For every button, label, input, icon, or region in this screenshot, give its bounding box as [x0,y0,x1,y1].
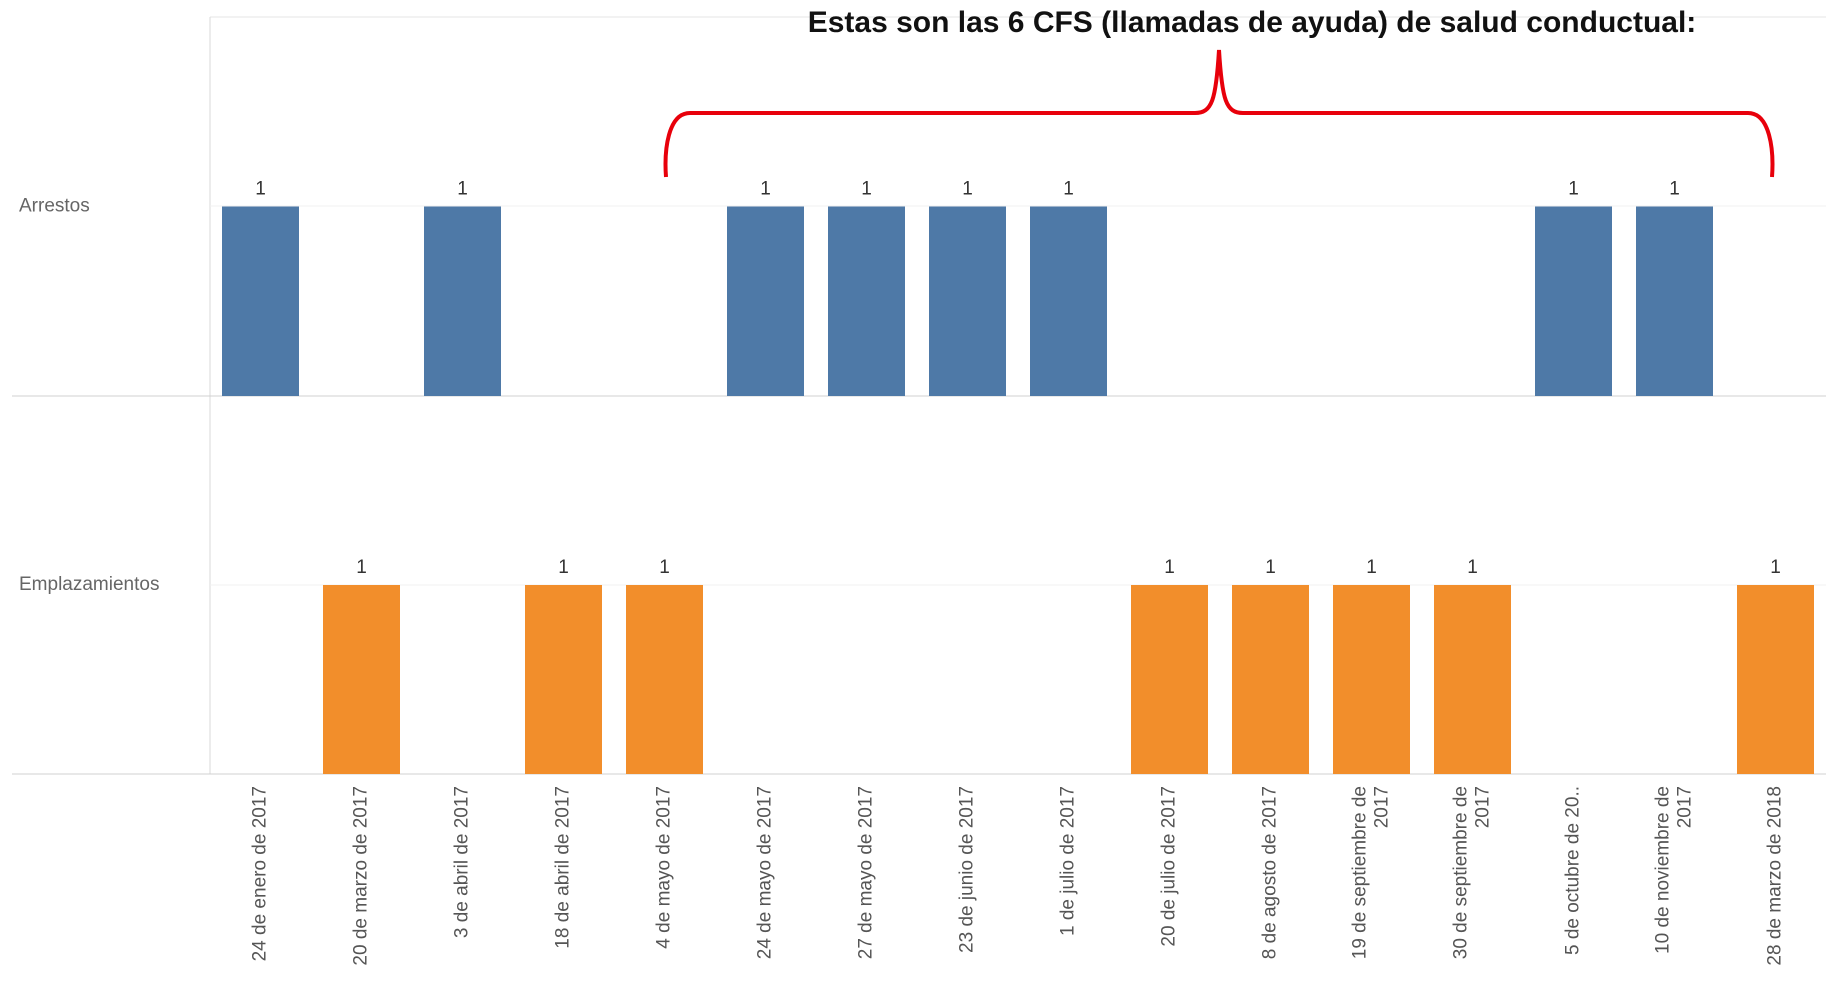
x-tick-label: 30 de septiembre de2017 [1451,786,1494,959]
bar [626,585,703,774]
x-tick-label: 20 de marzo de 2017 [351,786,372,966]
x-tick-label: 3 de abril de 2017 [452,786,473,938]
x-tick-label: 23 de junio de 2017 [957,786,978,953]
bar [1333,585,1410,774]
row-label: Arrestos [19,196,90,217]
data-label: 1 [760,179,771,200]
data-label: 1 [1669,179,1680,200]
bar [1232,585,1309,774]
data-label: 1 [1164,557,1175,578]
x-tick-label: 1 de julio de 2017 [1058,786,1079,936]
x-tick-label: 8 de agosto de 2017 [1260,786,1281,959]
data-label: 1 [1467,557,1478,578]
data-label: 1 [962,179,973,200]
bar [828,206,905,396]
data-label: 1 [1063,179,1074,200]
bar [525,585,602,774]
x-tick-label: 4 de mayo de 2017 [654,786,675,949]
data-label: 1 [1265,557,1276,578]
x-tick-label: 5 de octubre de 20.. [1563,786,1584,955]
bar [222,206,299,396]
x-tick-label: 19 de septiembre de2017 [1350,786,1393,959]
brace [663,49,1775,178]
x-tick-label: 10 de noviembre de2017 [1653,786,1696,954]
x-tick-label: 18 de abril de 2017 [553,786,574,949]
bar [727,206,804,396]
bar [929,206,1006,396]
data-label: 1 [356,557,367,578]
bar [1636,206,1713,396]
data-label: 1 [1770,557,1781,578]
data-label: 1 [861,179,872,200]
x-tick-label: 27 de mayo de 2017 [856,786,877,959]
data-label: 1 [1568,179,1579,200]
x-tick-label: 24 de mayo de 2017 [755,786,776,959]
data-label: 1 [457,179,468,200]
bar [323,585,400,774]
bar [1434,585,1511,774]
row-label: Emplazamientos [19,574,159,595]
data-label: 1 [659,557,670,578]
data-label: 1 [558,557,569,578]
bar [1737,585,1814,774]
bar [424,206,501,396]
data-label: 1 [1366,557,1377,578]
annotation: Estas son las 6 CFS (llamadas de ayuda) … [808,6,1697,39]
bar [1535,206,1612,396]
data-label: 1 [255,179,266,200]
x-tick-label: 24 de enero de 2017 [250,786,271,961]
bar [1131,585,1208,774]
x-tick-label: 20 de julio de 2017 [1159,786,1180,947]
bar [1030,206,1107,396]
x-tick-label: 28 de marzo de 2018 [1765,786,1786,966]
